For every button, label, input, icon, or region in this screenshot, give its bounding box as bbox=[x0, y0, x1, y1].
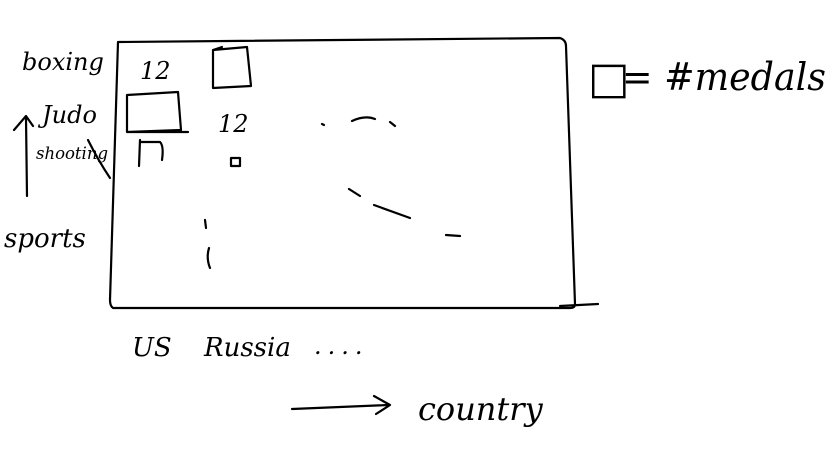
y-axis-label: sports bbox=[4, 224, 86, 254]
column-label-ellipsis: .... bbox=[314, 332, 369, 360]
medal-square-judo-us bbox=[125, 90, 190, 134]
column-label-us: US bbox=[132, 333, 172, 363]
row-label-boxing: boxing bbox=[22, 48, 104, 76]
legend-symbol: □ bbox=[588, 53, 630, 104]
column-label-russia: Russia bbox=[203, 333, 291, 363]
row-label-judo: Judo bbox=[37, 101, 97, 129]
x-axis-label: country bbox=[418, 390, 544, 428]
ellipsis-diagonal bbox=[347, 187, 462, 238]
y-axis-arrow bbox=[12, 114, 35, 198]
x-axis-arrow bbox=[290, 394, 392, 416]
medal-square-shooting-russia bbox=[229, 156, 242, 168]
medal-square-shooting-us bbox=[137, 138, 164, 168]
cell-value-judo-russia: 12 bbox=[218, 110, 249, 138]
row-labels-brace bbox=[86, 138, 112, 180]
matrix-box bbox=[108, 36, 577, 310]
cell-value-boxing-us: 12 bbox=[140, 57, 171, 85]
legend-text: = #medals bbox=[622, 55, 826, 99]
medal-square-boxing-russia bbox=[211, 45, 253, 90]
matrix-box-bottom-extension bbox=[558, 302, 600, 308]
ellipsis-vertical-column bbox=[203, 218, 212, 270]
row-label-shooting: shooting bbox=[36, 144, 108, 164]
ellipsis-horizontal-row bbox=[320, 116, 397, 128]
